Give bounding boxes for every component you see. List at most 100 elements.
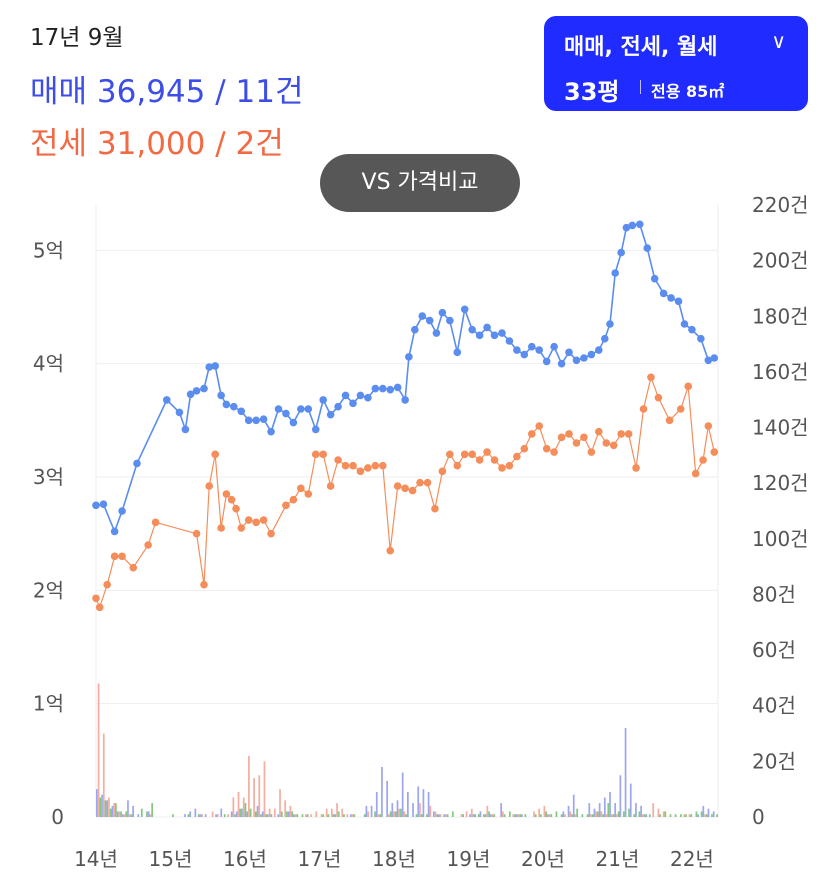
series-point-1	[580, 433, 588, 442]
series-point-0	[341, 391, 350, 400]
series-point-0	[505, 337, 514, 345]
series-point-0	[635, 220, 644, 229]
volume-bar-sale	[277, 814, 280, 817]
volume-bar-monthly	[223, 814, 226, 817]
series-point-1	[423, 478, 432, 487]
volume-bar-sale	[609, 791, 611, 817]
volume-bar-sale	[624, 727, 627, 817]
series-point-1	[217, 524, 225, 532]
volume-bar-sale	[572, 794, 575, 817]
series-point-1	[232, 504, 240, 513]
volume-bar-monthly	[462, 814, 465, 817]
series-point-0	[304, 405, 313, 413]
volume-bar-monthly	[586, 814, 589, 817]
series-point-1	[364, 464, 372, 472]
series-point-1	[237, 524, 246, 532]
volume-bar-sale	[215, 814, 217, 817]
trade-type-selector[interactable]: 매매, 전세, 월세 ∨ 33평 전용 85㎡	[544, 16, 808, 111]
volume-bars	[96, 683, 718, 817]
series-point-1	[483, 448, 491, 456]
volume-bar-monthly	[234, 814, 236, 817]
volume-bar-sale	[614, 803, 617, 817]
chevron-down-icon: ∨	[771, 29, 786, 53]
series-point-1	[710, 448, 719, 456]
volume-bar-jeonse	[538, 808, 541, 817]
volume-bar-monthly	[643, 814, 646, 817]
volume-bar-jeonse	[237, 791, 240, 817]
series-point-0	[446, 316, 454, 325]
series-point-1	[572, 439, 581, 447]
volume-bar-monthly	[555, 811, 558, 817]
x-tick-label: 18년	[372, 847, 416, 871]
selected-month-label: 17년 9월	[30, 25, 124, 51]
volume-bar-monthly	[436, 814, 439, 817]
left-axis-ticks: 0 1억 2억 3억 4억 5억	[33, 238, 64, 829]
area-divider	[640, 80, 641, 94]
series-point-1	[684, 382, 693, 391]
series-point-0	[483, 323, 491, 332]
series-point-0	[349, 399, 357, 408]
volume-bar-jeonse	[439, 814, 442, 817]
volume-bar-sale	[407, 791, 409, 817]
series-point-1	[129, 563, 138, 572]
volume-bar-sale	[246, 811, 249, 817]
series-point-1	[587, 448, 596, 456]
x-tick-label: 21년	[596, 847, 640, 871]
volume-bar-sale	[365, 805, 368, 817]
volume-bar-sale	[230, 811, 233, 817]
volume-bar-sale	[101, 794, 103, 817]
volume-bar-sale	[132, 805, 135, 817]
volume-bar-monthly	[446, 814, 449, 817]
jeonse-summary: 전세 31,000 / 2건	[30, 126, 284, 162]
volume-bar-monthly	[239, 808, 242, 817]
volume-bar-sale	[147, 811, 150, 817]
volume-bar-jeonse	[108, 797, 110, 817]
series-point-1	[319, 450, 327, 459]
volume-bar-jeonse	[216, 814, 219, 817]
series-point-0	[659, 289, 668, 298]
volume-bar-jeonse	[268, 808, 271, 817]
volume-bar-monthly	[291, 811, 293, 817]
price-compare-button[interactable]: VS 가격비교	[320, 154, 520, 212]
series-point-1	[95, 603, 104, 612]
right-tick-label: 100건	[752, 527, 809, 551]
volume-bar-monthly	[130, 814, 133, 817]
series-point-0	[650, 274, 659, 283]
series-point-1	[490, 456, 499, 464]
series-point-1	[401, 484, 409, 493]
volume-bar-sale	[334, 814, 337, 817]
volume-bar-jeonse	[641, 814, 644, 817]
series-point-0	[222, 400, 231, 409]
left-tick-label: 2억	[33, 578, 64, 602]
volume-bar-monthly	[622, 811, 625, 817]
volume-bar-sale	[220, 808, 223, 817]
series-point-1	[393, 482, 402, 490]
volume-bar-sale	[432, 811, 435, 817]
volume-bar-sale	[469, 814, 471, 817]
series-point-1	[632, 464, 640, 472]
series-point-0	[274, 405, 283, 413]
volume-bar-jeonse	[657, 808, 660, 817]
volume-bar-sale	[489, 814, 492, 817]
volume-bar-monthly	[602, 814, 604, 817]
volume-bar-sale	[381, 766, 383, 817]
volume-bar-sale	[702, 805, 705, 817]
volume-bar-jeonse	[232, 797, 235, 817]
series-point-0	[192, 387, 201, 395]
series-point-1	[475, 456, 484, 464]
volume-bar-jeonse	[248, 755, 250, 817]
volume-bar-monthly	[197, 814, 200, 817]
series-point-1	[535, 422, 544, 430]
volume-bar-jeonse	[429, 805, 432, 817]
volume-bar-monthly	[659, 814, 661, 817]
series-point-0	[513, 346, 521, 354]
series-point-0	[557, 359, 566, 368]
volume-bar-monthly	[607, 803, 610, 817]
volume-bar-sale	[199, 814, 202, 817]
chart-gridlines	[95, 205, 719, 818]
volume-bar-jeonse	[590, 814, 592, 817]
series-point-0	[118, 507, 126, 515]
series-point-1	[118, 552, 126, 561]
volume-bar-sale	[521, 814, 523, 817]
